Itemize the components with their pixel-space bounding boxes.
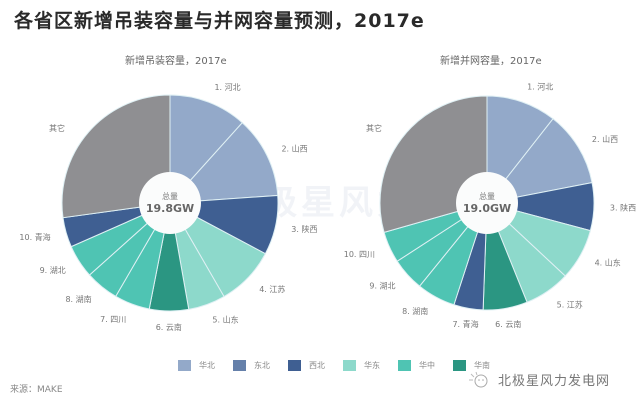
slice-label: 2. 山西 bbox=[592, 134, 618, 144]
legend-item: 华南 bbox=[453, 360, 490, 371]
slice-label: 10. 四川 bbox=[344, 250, 375, 259]
legend-swatch bbox=[178, 360, 191, 371]
slice-label: 10. 青海 bbox=[19, 232, 50, 242]
slice-label: 4. 山东 bbox=[595, 258, 621, 268]
slice-label: 7. 青海 bbox=[452, 319, 478, 329]
slice-label: 1. 河北 bbox=[214, 82, 240, 92]
slice-label: 6. 云南 bbox=[156, 322, 182, 332]
legend-item: 华东 bbox=[343, 360, 380, 371]
slice-label: 5. 江苏 bbox=[557, 299, 583, 309]
slice-label: 9. 湖北 bbox=[40, 266, 66, 275]
pie-chart-left: 1. 河北 2. 山西 3. 陕西 4. 江苏 5. 山东 6. 云南 7. 四川 8. 湖南… bbox=[19, 82, 317, 332]
pie-slice bbox=[486, 95, 554, 205]
legend-item: 华北 bbox=[178, 360, 215, 371]
slice-label: 其它 bbox=[366, 123, 382, 133]
slice-label: 4. 江苏 bbox=[259, 284, 285, 294]
center-value: 19.0GW bbox=[463, 202, 511, 215]
legend-item: 东北 bbox=[233, 360, 270, 371]
slice-label: 9. 湖北 bbox=[369, 281, 395, 290]
legend-swatch bbox=[453, 360, 466, 371]
legend-label: 华东 bbox=[364, 361, 380, 370]
donut-center bbox=[456, 172, 518, 234]
slice-label: 8. 湖南 bbox=[65, 294, 91, 304]
slice-label: 1. 河北 bbox=[527, 82, 553, 92]
brand-text: 北极星风力发电网 bbox=[498, 374, 611, 389]
legend-swatch bbox=[398, 360, 411, 371]
legend-swatch bbox=[343, 360, 356, 371]
center-label: 总量 bbox=[162, 191, 178, 201]
slice-label: 3. 陕西 bbox=[610, 202, 636, 212]
chart-left-title: 新增吊装容量，2017e bbox=[125, 56, 227, 67]
legend-label: 东北 bbox=[254, 361, 270, 370]
legend-label: 华中 bbox=[419, 361, 435, 370]
center-value: 19.8GW bbox=[146, 202, 194, 215]
slice-label: 5. 山东 bbox=[212, 315, 238, 325]
source-note: 来源：MAKE bbox=[10, 385, 63, 395]
wechat-bubble-icon bbox=[469, 371, 488, 387]
slice-label: 其它 bbox=[49, 123, 65, 133]
pie-slice bbox=[168, 122, 279, 204]
legend-item: 西北 bbox=[288, 360, 325, 371]
pie-slice bbox=[169, 94, 243, 205]
chart-right-title: 新增并网容量，2017e bbox=[440, 56, 542, 67]
legend-label: 华北 bbox=[199, 361, 215, 370]
legend-label: 西北 bbox=[309, 361, 325, 370]
legend: 华北 东北 西北 华东 华中 华南 bbox=[178, 360, 508, 371]
slice-label: 2. 山西 bbox=[281, 144, 307, 154]
center-label: 总量 bbox=[479, 191, 495, 201]
legend-label: 华南 bbox=[474, 361, 490, 370]
page-title: 各省区新增吊装容量与并网容量预测，2017e bbox=[14, 10, 425, 32]
pie-chart-right: 1. 河北 2. 山西 3. 陕西 4. 山东 5. 江苏 6. 云南 7. 青海 8. 湖南… bbox=[344, 82, 636, 329]
slice-label: 8. 湖南 bbox=[402, 306, 428, 316]
donut-center bbox=[139, 172, 201, 234]
legend-swatch bbox=[288, 360, 301, 371]
legend-item: 华中 bbox=[398, 360, 435, 371]
slice-label: 6. 云南 bbox=[495, 319, 521, 329]
pie-slice bbox=[485, 118, 593, 204]
brand-logo: 北极星风力发电网 bbox=[468, 370, 610, 389]
legend-swatch bbox=[233, 360, 246, 371]
pie-slice bbox=[61, 94, 171, 219]
slice-label: 3. 陕西 bbox=[291, 224, 317, 234]
slice-label: 7. 四川 bbox=[100, 315, 126, 324]
